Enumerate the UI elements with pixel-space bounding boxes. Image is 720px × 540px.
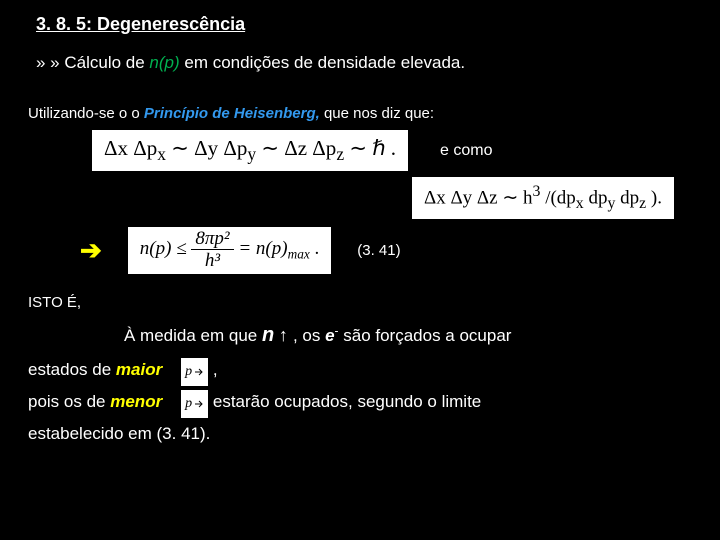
l1b: , os	[293, 326, 325, 345]
m3-dot: .	[315, 238, 320, 259]
intro-line: Utilizando-se o o Princípio de Heisenber…	[28, 105, 692, 122]
e-como: e como	[440, 142, 492, 160]
pvec1-p: p	[185, 359, 192, 385]
minus-sup: -	[335, 324, 339, 338]
line4: estabelecido em (3. 41).	[28, 418, 692, 449]
m1-a: Δx Δp	[104, 136, 157, 160]
maior: maior	[116, 360, 162, 379]
m2-sup: 3	[533, 183, 541, 200]
m1-sx: x	[157, 144, 166, 164]
e-symbol: e	[325, 326, 334, 345]
intro-t2: que nos diz que:	[324, 105, 434, 122]
p-vector-2: p	[181, 390, 208, 418]
m2-sz: z	[639, 195, 646, 212]
m1-sy: y	[247, 144, 256, 164]
m3-rhs: = n(p)	[238, 238, 287, 259]
m2-a: Δx Δy Δz ∼ h	[424, 188, 533, 209]
row-math2: Δx Δy Δz ∼ h3 /(dpx dpy dpz ).	[28, 177, 692, 219]
subtitle-prefix: » » Cálculo de	[36, 53, 149, 72]
subtitle-suffix: em condições de densidade elevada.	[184, 53, 465, 72]
row-math3: ➔ n(p) ≤ 8πp² h³ = n(p)max . (3. 41)	[28, 227, 692, 274]
m2-d: dp	[620, 188, 639, 209]
l1a: À medida em que	[124, 326, 262, 345]
m1-d: ∼ ℏ .	[349, 136, 396, 160]
np-symbol: n(p)	[149, 53, 179, 72]
l2comma: ,	[213, 360, 218, 379]
math-np-bound: n(p) ≤ 8πp² h³ = n(p)max .	[128, 227, 331, 274]
m2-sy: y	[607, 195, 615, 212]
m3-sub: max	[288, 247, 310, 262]
m1-sz: z	[336, 144, 344, 164]
row-math1: Δx Δpx ∼ Δy Δpy ∼ Δz Δpz ∼ ℏ . e como	[28, 130, 692, 171]
m3-frac: 8πp² h³	[191, 229, 233, 270]
l2a: estados de	[28, 360, 116, 379]
section-title: 3. 8. 5: Degenerescência	[36, 14, 692, 35]
subtitle: » » Cálculo de n(p) em condições de dens…	[36, 53, 692, 73]
math-volume: Δx Δy Δz ∼ h3 /(dpx dpy dpz ).	[412, 177, 674, 219]
m2-e: ).	[651, 188, 662, 209]
line3: pois os de menor p estarão ocupados, seg…	[28, 386, 692, 418]
n-symbol: n	[262, 324, 274, 346]
eq-number: (3. 41)	[357, 242, 400, 259]
math-heisenberg: Δx Δpx ∼ Δy Δpy ∼ Δz Δpz ∼ ℏ .	[92, 130, 408, 171]
m3-den: h³	[191, 250, 233, 270]
implies-arrow-icon: ➔	[80, 235, 102, 266]
l3a: pois os de	[28, 392, 110, 411]
l3b: estarão ocupados, segundo o limite	[213, 392, 481, 411]
m1-c: ∼ Δz Δp	[261, 136, 336, 160]
line1: À medida em que n ↑ , os e- são forçados…	[124, 317, 692, 354]
heisenberg-principle: Princípio de Heisenberg,	[144, 105, 320, 122]
line2: estados de maior p ,	[28, 354, 692, 386]
m3-lhs: n(p) ≤	[140, 238, 192, 259]
conclusion-block: À medida em que n ↑ , os e- são forçados…	[28, 317, 692, 449]
pvec2-p: p	[185, 391, 192, 417]
m2-b: /(dp	[545, 188, 576, 209]
m2-c: dp	[588, 188, 607, 209]
p-vector-1: p	[181, 358, 208, 386]
intro-t1: Utilizando-se o o	[28, 105, 144, 122]
m1-b: ∼ Δy Δp	[171, 136, 247, 160]
up-arrow-icon: ↑	[279, 325, 293, 345]
m2-sx: x	[576, 195, 584, 212]
isto-e: ISTO É,	[28, 294, 692, 311]
l1c: são forçados a ocupar	[343, 326, 511, 345]
menor: menor	[110, 392, 162, 411]
m3-num: 8πp²	[191, 229, 233, 250]
